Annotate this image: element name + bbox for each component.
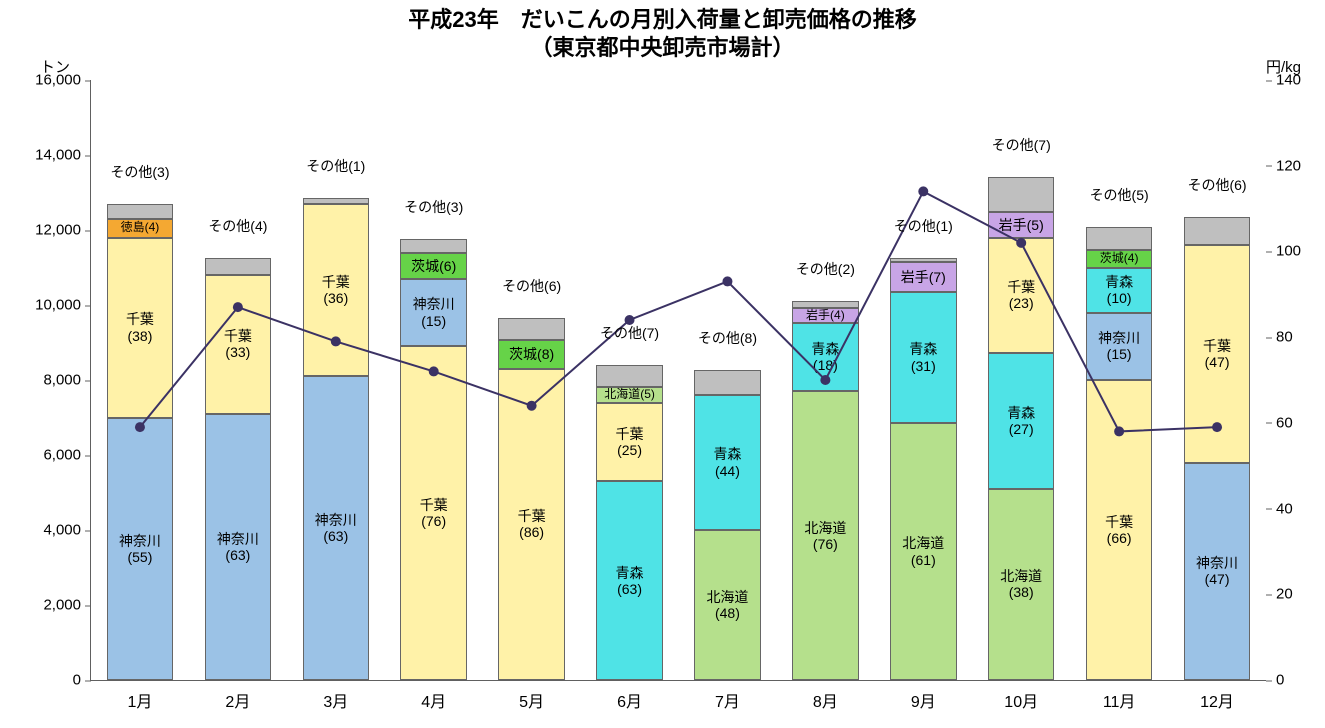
x-tick: 6月 (617, 680, 642, 712)
x-tick: 10月 (1004, 680, 1038, 712)
y-right-tick: 40 (1266, 500, 1293, 517)
y-left-tick: 6,000 (43, 447, 91, 464)
x-ticks: 1月2月3月4月5月6月7月8月9月10月11月12月 (91, 80, 1266, 680)
plot-area: 02,0004,0006,0008,00010,00012,00014,0001… (90, 80, 1266, 681)
y-right-tick: 120 (1266, 157, 1301, 174)
y-left-tick: 12,000 (35, 222, 91, 239)
y-left-tick: 10,000 (35, 297, 91, 314)
x-tick: 11月 (1103, 680, 1136, 712)
title-line-2: （東京都中央卸売市場計） (530, 35, 794, 60)
title-line-1: 平成23年 だいこんの月別入荷量と卸売価格の推移 (408, 7, 916, 32)
y-left-tick: 4,000 (43, 522, 91, 539)
x-tick: 8月 (813, 680, 838, 712)
x-tick: 9月 (911, 680, 936, 712)
x-tick: 7月 (715, 680, 740, 712)
y-right-tick: 60 (1266, 414, 1293, 431)
y-right-tick: 140 (1266, 72, 1301, 89)
chart-title: 平成23年 だいこんの月別入荷量と卸売価格の推移 （東京都中央卸売市場計） (0, 6, 1325, 61)
x-tick: 4月 (421, 680, 446, 712)
y-left-tick: 8,000 (43, 372, 91, 389)
x-tick: 5月 (519, 680, 544, 712)
x-tick: 1月 (128, 680, 153, 712)
y-left-tick: 0 (73, 672, 91, 689)
y-right-tick: 80 (1266, 329, 1293, 346)
x-tick: 2月 (225, 680, 250, 712)
y-right-tick: 0 (1266, 672, 1284, 689)
y-left-tick: 14,000 (35, 147, 91, 164)
y-right-tick: 100 (1266, 243, 1301, 260)
y-right-tick: 20 (1266, 586, 1293, 603)
x-tick: 3月 (323, 680, 348, 712)
y-left-tick: 2,000 (43, 597, 91, 614)
chart-container: 平成23年 だいこんの月別入荷量と卸売価格の推移 （東京都中央卸売市場計） トン… (0, 0, 1325, 728)
y-left-tick: 16,000 (35, 72, 91, 89)
x-tick: 12月 (1200, 680, 1234, 712)
